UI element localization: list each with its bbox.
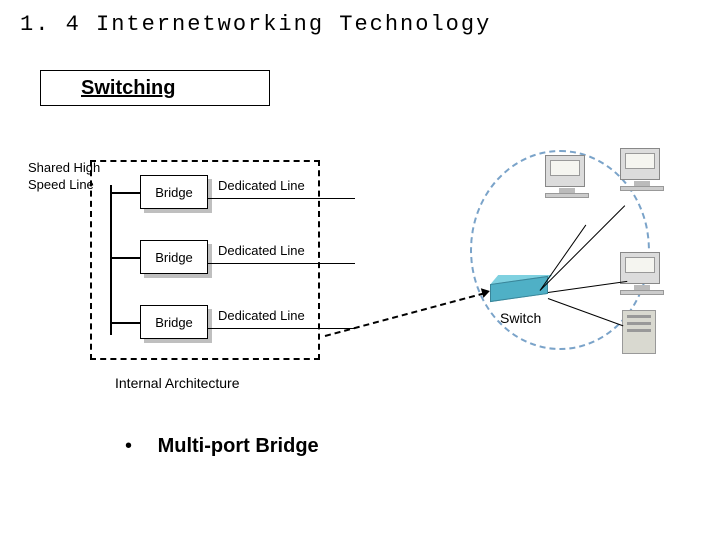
switch-icon: [490, 280, 548, 302]
bus-vertical: [110, 185, 112, 335]
computer-icon: [545, 155, 589, 198]
bridge-label: Bridge: [155, 315, 193, 330]
server-tower-icon: [622, 310, 656, 354]
dedicated-line: [208, 263, 355, 264]
section-subtitle: Switching: [81, 77, 175, 100]
dedicated-label: Dedicated Line: [218, 308, 305, 323]
bus-h-3: [110, 322, 140, 324]
bus-h-2: [110, 257, 140, 259]
bullet-item: • Multi-port Bridge: [125, 435, 319, 458]
bridge-box: Bridge: [140, 175, 208, 209]
dedicated-label: Dedicated Line: [218, 178, 305, 193]
bridge-box: Bridge: [140, 305, 208, 339]
shared-line-label-2: Speed Line: [28, 177, 94, 192]
architecture-label: Internal Architecture: [115, 375, 240, 391]
bus-h-1: [110, 192, 140, 194]
dedicated-label: Dedicated Line: [218, 243, 305, 258]
computer-icon: [620, 148, 664, 191]
computer-icon: [620, 252, 664, 295]
mapping-arrow: [325, 292, 485, 337]
bullet-dot-icon: •: [125, 435, 132, 457]
section-subtitle-box: Switching: [40, 70, 270, 106]
page-title: 1. 4 Internetworking Technology: [20, 12, 491, 37]
bridge-label: Bridge: [155, 250, 193, 265]
dedicated-line: [208, 328, 355, 329]
bridge-box: Bridge: [140, 240, 208, 274]
switch-label: Switch: [500, 310, 541, 326]
dedicated-line: [208, 198, 355, 199]
bridge-label: Bridge: [155, 185, 193, 200]
bullet-text: Multi-port Bridge: [158, 435, 319, 457]
